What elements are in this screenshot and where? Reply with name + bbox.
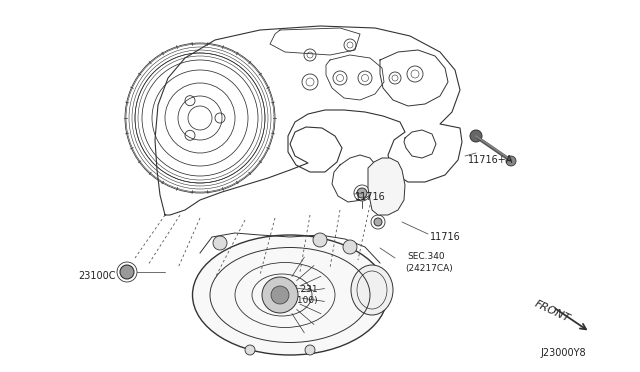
Text: 23100C: 23100C [78,271,115,281]
Ellipse shape [193,235,387,355]
Circle shape [305,345,315,355]
Text: 11716: 11716 [430,232,461,242]
Polygon shape [368,158,405,215]
Circle shape [262,277,298,313]
Text: 11716+A: 11716+A [468,155,513,165]
Text: (24217CA): (24217CA) [405,264,452,273]
Circle shape [470,130,482,142]
Circle shape [271,286,289,304]
Text: (23100): (23100) [282,296,317,305]
Circle shape [506,156,516,166]
Circle shape [120,265,134,279]
Circle shape [357,188,367,198]
Circle shape [313,233,327,247]
Text: 11716: 11716 [355,192,386,202]
Text: SEC.340: SEC.340 [407,252,445,261]
Circle shape [245,345,255,355]
Circle shape [343,240,357,254]
Text: J23000Y8: J23000Y8 [540,348,586,358]
Text: SEC.231: SEC.231 [280,285,317,294]
Circle shape [374,218,382,226]
Text: FRONT: FRONT [533,299,572,324]
Circle shape [213,236,227,250]
Ellipse shape [351,265,393,315]
